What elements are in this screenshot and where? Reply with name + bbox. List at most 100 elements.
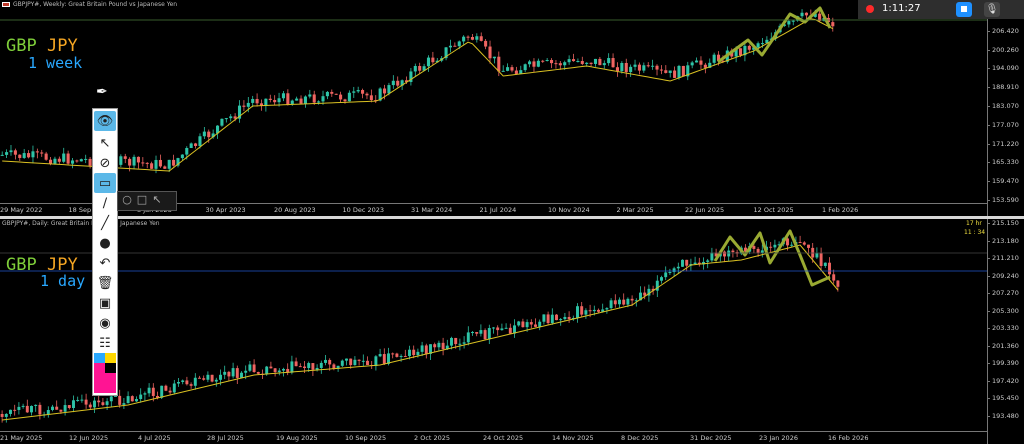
daily-candle: [55, 406, 59, 410]
weekly-drawn-pattern: [717, 6, 832, 64]
daily-candle: [72, 400, 75, 409]
daily-candle: [294, 361, 298, 367]
daily-price-axis[interactable]: 215.150 213.180 211.210 209.240 207.270 205.3…: [987, 219, 1024, 444]
trash-icon[interactable]: 🗑: [96, 275, 114, 291]
daily-candle: [189, 384, 193, 386]
pane-separator[interactable]: [0, 216, 1024, 219]
weekly-candle: [695, 60, 699, 63]
weekly-candle: [369, 95, 373, 100]
weekly-candle: [633, 64, 637, 67]
daily-candle: [534, 324, 537, 327]
daily-candle: [172, 383, 176, 393]
weekly-candle: [703, 64, 707, 68]
screen-capture-icon[interactable]: ▣: [98, 295, 112, 311]
weekly-date-tick: 31 Mar 2024: [411, 206, 453, 214]
color-swatch-black[interactable]: [105, 363, 116, 373]
weekly-candle: [53, 158, 57, 164]
daily-chart-pane[interactable]: GBPJPY#, Daily: Great Britain Pound vs J…: [0, 219, 1024, 444]
weekly-candle: [673, 70, 677, 78]
daily-candlestick-plot[interactable]: [0, 219, 988, 432]
daily-candle: [613, 300, 617, 305]
daily-candle: [454, 337, 458, 345]
daily-candle: [214, 379, 218, 382]
no-pen-icon[interactable]: ⊘: [99, 155, 111, 171]
weekly-candle: [747, 45, 751, 50]
weekly-price-tick: 194.090: [987, 64, 1019, 73]
weekly-candle: [712, 54, 716, 63]
weekly-candlestick-plot[interactable]: [0, 0, 988, 204]
weekly-candle: [462, 36, 466, 42]
weekly-price-axis[interactable]: 212.580206.420200.260194.090188.910183.0…: [987, 0, 1024, 216]
daily-candle: [227, 371, 231, 377]
daily-candle: [126, 396, 130, 404]
weekly-candle: [760, 43, 765, 45]
eye-icon[interactable]: 👁: [94, 111, 116, 131]
daily-candle: [597, 309, 600, 312]
weekly-candle: [800, 12, 804, 17]
weekly-candle: [484, 40, 488, 47]
weekly-candle: [813, 13, 817, 17]
color-swatch-yellow[interactable]: [105, 353, 116, 363]
clipboard-icon[interactable]: ☷: [99, 335, 111, 351]
daily-candle: [256, 372, 260, 374]
camera-icon[interactable]: ◉: [99, 315, 111, 331]
daily-candle: [609, 300, 613, 309]
weekly-candle: [317, 101, 321, 103]
pen-icon[interactable]: ∕: [102, 195, 108, 211]
stop-recording-button[interactable]: [956, 2, 972, 17]
daily-candle: [429, 344, 432, 354]
daily-candle: [756, 248, 760, 253]
daily-candle: [521, 321, 525, 328]
daily-date-tick: 4 Jul 2025: [138, 434, 171, 442]
weekly-candle: [699, 60, 703, 65]
daily-candle: [206, 374, 210, 380]
daily-candle: [290, 361, 294, 373]
circle-shape-icon[interactable]: ○: [122, 193, 132, 206]
weekly-candle: [189, 143, 193, 149]
daily-candle: [664, 272, 668, 278]
weekly-candle: [387, 85, 391, 94]
weekly-candle: [444, 47, 448, 59]
weekly-candle: [383, 88, 387, 94]
weekly-candle: [330, 91, 334, 94]
weekly-candle: [5, 152, 9, 155]
daily-pair-label: GBP JPY: [6, 255, 78, 275]
weekly-candle: [356, 90, 360, 92]
weekly-candle: [286, 93, 290, 105]
arrow-shape-icon[interactable]: ↖: [152, 193, 162, 206]
weekly-candle: [466, 36, 470, 38]
daily-candle: [252, 364, 256, 373]
daily-candle: [181, 380, 185, 382]
weekly-candle: [18, 154, 22, 158]
weekly-candle: [752, 47, 756, 50]
daily-candle: [777, 244, 781, 246]
daily-candle: [286, 368, 290, 373]
weekly-candle: [651, 65, 655, 67]
eraser-icon[interactable]: ▭: [94, 173, 116, 193]
daily-candle: [135, 399, 138, 402]
weekly-chart-pane[interactable]: GBPJPY#, Weekly: Great Britain Pound vs …: [0, 0, 1024, 216]
daily-candle: [681, 259, 684, 267]
weekly-candle: [391, 80, 395, 86]
color-swatch-blue[interactable]: [94, 353, 105, 363]
cursor-arrow-icon[interactable]: ↖: [99, 135, 111, 151]
marker-icon[interactable]: ╱: [101, 215, 109, 231]
weekly-candle: [22, 153, 26, 158]
daily-price-tick: 209.240: [987, 271, 1019, 280]
daily-candle: [265, 366, 269, 375]
daily-candle: [122, 403, 126, 405]
microphone-button[interactable]: 🎙: [984, 2, 1000, 17]
square-shape-icon[interactable]: □: [136, 193, 148, 206]
weekly-candle: [145, 162, 149, 164]
daily-price-tick: 193.480: [987, 411, 1019, 420]
weekly-pair-label: GBP JPY: [6, 36, 78, 56]
daily-candle: [202, 378, 206, 380]
weekly-candle: [409, 71, 413, 82]
daily-time-axis[interactable]: 21 May 2025 12 Jun 2025 4 Jul 2025 28 Jul 2…: [0, 431, 988, 444]
daily-candle: [387, 353, 390, 364]
daily-candle: [567, 316, 571, 320]
dot-icon[interactable]: ●: [99, 235, 111, 251]
daily-date-tick: 2 Oct 2025: [414, 434, 451, 442]
undo-icon[interactable]: ↶: [99, 255, 111, 271]
